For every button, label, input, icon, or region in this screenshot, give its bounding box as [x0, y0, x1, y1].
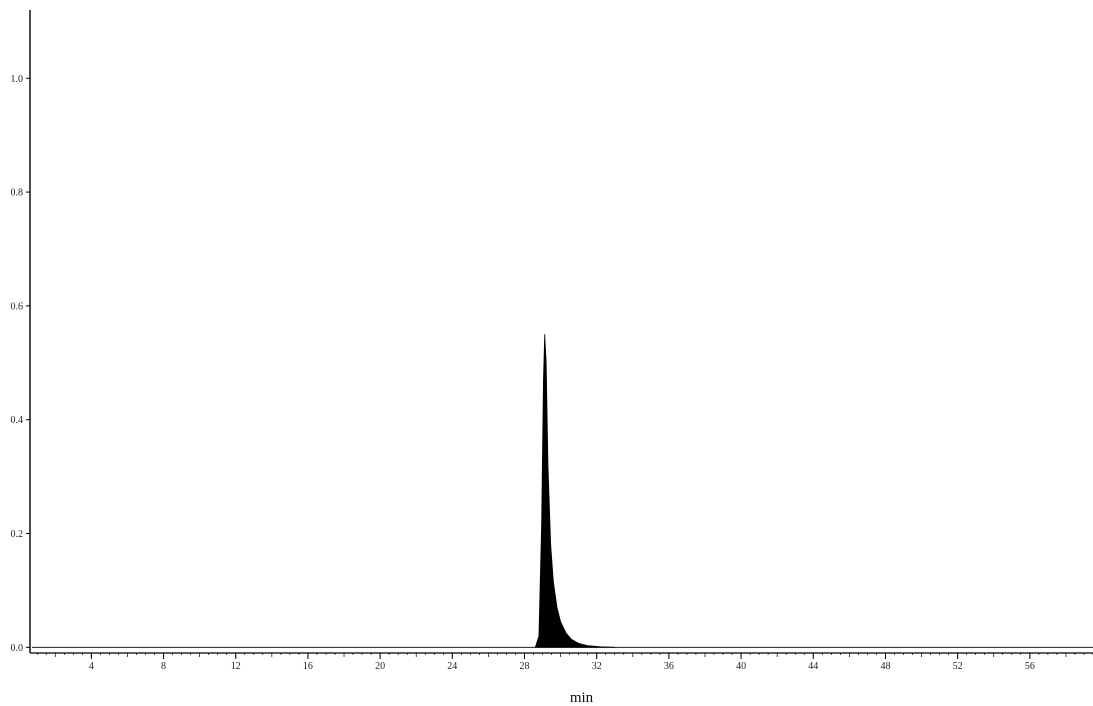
plot-area [32, 333, 1093, 648]
y-tick-label: 0.0 [11, 643, 24, 654]
x-tick-label: 24 [447, 661, 457, 672]
y-tick-label: 0.4 [11, 415, 24, 426]
x-tick-label: 16 [303, 661, 313, 672]
y-tick-label: 0.2 [11, 529, 24, 540]
y-tick-label: 1.0 [11, 74, 24, 85]
x-tick-label: 20 [375, 661, 385, 672]
x-tick-label: 28 [520, 661, 530, 672]
x-axis: 4 8 12 16 20 24 28 32 36 40 44 48 52 56 [30, 652, 1093, 672]
x-tick-label: 40 [736, 661, 746, 672]
x-tick-label: 52 [953, 661, 963, 672]
y-tick-label: 0.6 [11, 301, 24, 312]
peak-area-series-0 [534, 333, 616, 648]
x-tick-label: 44 [808, 661, 818, 672]
x-tick-label: 8 [161, 661, 166, 672]
x-tick-label: 12 [231, 661, 241, 672]
x-tick-label: 48 [880, 661, 890, 672]
y-axis: 0.0 0.2 0.4 0.6 0.8 1.0 [11, 10, 31, 654]
x-tick-label: 32 [592, 661, 602, 672]
y-tick-label: 0.8 [11, 188, 24, 199]
x-tick-label: 4 [89, 661, 94, 672]
x-axis-title: min [570, 690, 594, 706]
x-tick-label: 56 [1025, 661, 1035, 672]
x-tick-label: 36 [664, 661, 674, 672]
